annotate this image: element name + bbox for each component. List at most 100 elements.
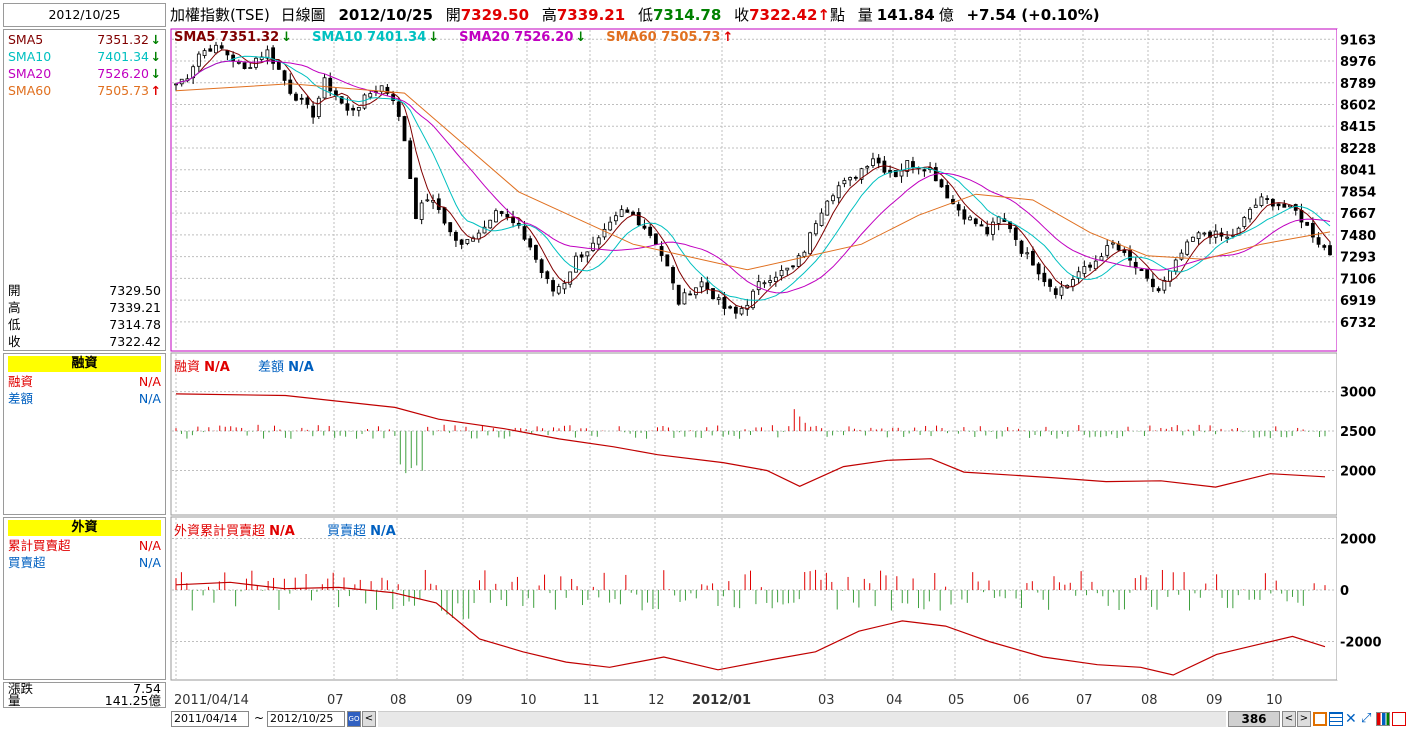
candle-body (779, 270, 784, 277)
candle-body (756, 281, 761, 291)
foreign-legend: 外資累計買賣超 N/A 買賣超 N/A (174, 524, 396, 539)
up-arrow-icon: ↑ (150, 83, 161, 98)
candle-body (579, 254, 584, 258)
candle-body (499, 211, 504, 214)
candle-body (351, 107, 355, 111)
y-tick-label: 8041 (1340, 164, 1376, 179)
up-arrow-icon: ↑ (722, 30, 734, 45)
header-date: 2012/10/25 (338, 6, 433, 24)
candle-body (1105, 245, 1110, 256)
scrollbar-track[interactable] (378, 711, 1226, 727)
candle-body (511, 216, 515, 224)
down-arrow-icon: ↓ (428, 30, 440, 45)
high-label: 高 (541, 6, 557, 24)
candle-body (1128, 250, 1132, 261)
candle-body (1071, 279, 1075, 287)
prev-button[interactable]: < (362, 711, 376, 727)
left-price-panel: SMA5 7351.32 ↓ SMA10 7401.34 ↓ SMA20 7526.20 ↓ SM… (3, 29, 166, 351)
candle-body (733, 306, 738, 314)
candle-body (288, 79, 293, 94)
y-tick-label: 2000 (1340, 532, 1376, 547)
x-tick-label: 2012/01 (692, 693, 752, 708)
candle-body (1162, 279, 1167, 291)
candle-body (408, 140, 413, 179)
foreign-cumulative-line (175, 581, 1326, 676)
expand-icon[interactable]: ⤢ (1361, 711, 1372, 726)
days-count: 386 (1228, 711, 1280, 727)
left-margin-panel: 融資 融資 N/A 差額 N/A (3, 353, 166, 515)
candle-body (1242, 217, 1247, 227)
scroll-right-button[interactable]: > (1297, 711, 1311, 727)
sma-label: SMA10 (8, 49, 52, 64)
candle-body (1151, 278, 1155, 288)
x-tick-label: 06 (1013, 693, 1030, 708)
x-tick-label: 09 (456, 693, 473, 708)
candle-body (1185, 241, 1190, 255)
crosshair-icon[interactable]: ✕ (1345, 711, 1357, 727)
zoom-icon[interactable] (1313, 712, 1327, 726)
x-tick-label: 04 (886, 693, 903, 708)
candle-body (322, 77, 327, 99)
candle-body (836, 185, 841, 199)
candle-body (585, 251, 590, 257)
candle-body (1059, 286, 1064, 296)
left-bottom-panel: 漲跌 7.54 量 141.25億 (3, 682, 166, 708)
left-date-box: 2012/10/25 (3, 3, 166, 27)
candle-body (945, 185, 950, 199)
end-date-field[interactable]: 2012/10/25 (267, 711, 345, 727)
x-tick-label: 10 (1266, 693, 1283, 708)
candle-body (1088, 264, 1092, 268)
candle-body (219, 45, 224, 49)
x-tick-label: 11 (583, 693, 600, 708)
candle-body (1196, 232, 1201, 240)
candle-body (853, 176, 858, 179)
candle-body (796, 255, 801, 267)
date-range-separator: ~ (254, 711, 265, 725)
candle-body (562, 282, 567, 290)
scroll-left-button[interactable]: < (1282, 711, 1296, 727)
candle-body (911, 161, 915, 168)
x-tick-label: 05 (948, 693, 965, 708)
y-tick-label: 7106 (1340, 272, 1376, 287)
candle-body (396, 101, 401, 117)
candle-body (1099, 256, 1104, 261)
margin-panel-frame (170, 352, 1338, 516)
go-button[interactable]: GO (347, 711, 361, 727)
candle-body (859, 168, 864, 180)
candle-body (1190, 236, 1195, 242)
y-tick-labels: 9163 8976 8789 8602 8415 8228 8041 7854 7667 7480… (1340, 33, 1382, 650)
y-tick-label: 2000 (1340, 465, 1376, 480)
candle-body (676, 284, 681, 305)
candle-body (362, 94, 367, 109)
sma-row-sma5: SMA5 7351.32 ↓ (8, 31, 161, 48)
candle-body (551, 280, 555, 292)
candle-body (939, 179, 944, 188)
x-tick-label: 07 (327, 693, 344, 708)
high-value: 7339.21 (556, 6, 626, 24)
candle-body (825, 200, 830, 216)
y-tick-label: -2000 (1340, 636, 1382, 651)
start-date-field[interactable]: 2011/04/14 (171, 711, 249, 727)
candle-body (1316, 237, 1321, 245)
chart-type-icon[interactable] (1376, 712, 1390, 726)
candle-body (802, 251, 807, 257)
foreign-panel-frame (170, 516, 1338, 681)
candle-body (1202, 232, 1207, 235)
candle-body (1036, 263, 1041, 275)
candle-body (613, 215, 618, 222)
candle-body (619, 209, 624, 217)
x-tick-label: 08 (1141, 693, 1158, 708)
candle-body (225, 50, 230, 56)
open-label: 開 (445, 6, 461, 24)
candle-body (1048, 279, 1052, 287)
candle-body (1031, 250, 1035, 266)
candle-body (1225, 236, 1230, 239)
candle-body (653, 233, 658, 245)
sma-label: SMA5 (8, 32, 44, 47)
candle-body (608, 221, 613, 231)
y-tick-label: 7293 (1340, 251, 1376, 266)
window-icon[interactable] (1392, 712, 1406, 726)
candle-body (688, 293, 693, 296)
table-icon[interactable] (1329, 712, 1343, 726)
